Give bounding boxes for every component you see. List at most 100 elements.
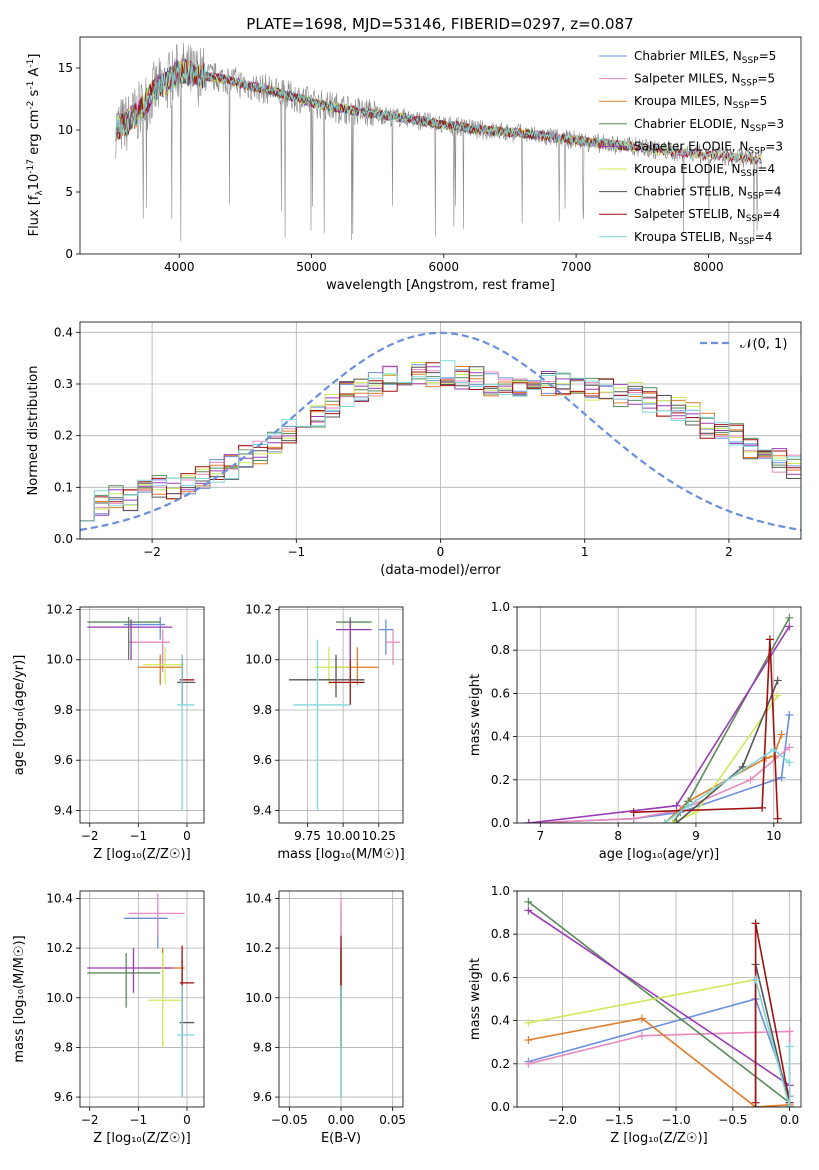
x-tick-label: 7000 xyxy=(561,260,592,274)
legend-sub: SSP xyxy=(746,214,763,224)
weight-line-krou_miles xyxy=(528,1017,790,1107)
weight-line-chab_elodie xyxy=(527,901,791,1104)
y-label-part: erg cm xyxy=(27,110,42,159)
x-tick-label: −1.5 xyxy=(605,1113,634,1127)
y-tick-label: 0.2 xyxy=(54,429,73,443)
weight-marker-krou_miles xyxy=(637,1014,646,1023)
panel-weight_vs_age: 7 8 9 10 0.0 0.2 0.4 0.6 0.8 1.0 age [log₁₀(age/yr… xyxy=(468,600,802,862)
x-tick-label: 4000 xyxy=(164,260,195,274)
x-tick-label: 1 xyxy=(581,545,589,559)
y-tick-label: 0.6 xyxy=(491,686,510,700)
y-tick-label: 9.6 xyxy=(54,1090,73,1104)
x-axis-label: Z [log₁₀(Z/Z☉)] xyxy=(610,1131,707,1146)
panel-weight_vs_Z: −2.0 −1.5 −1.0 −0.5 0.0 0.0 0.2 0.4 0.6 0.8 1.0 Z [… xyxy=(468,884,802,1146)
y-tick-label: 1.0 xyxy=(491,600,510,614)
x-axis-label: Z [log₁₀(Z/Z☉)] xyxy=(93,1131,190,1146)
y-tick-label: 10.2 xyxy=(245,941,272,955)
x-tick-label: 8 xyxy=(614,829,622,843)
x-tick-label: 2 xyxy=(725,545,733,559)
weight-marker-chab_stelib xyxy=(672,819,681,823)
weight-marker-chab_miles xyxy=(785,711,794,719)
legend-label-chab_elodie: Chabrier ELODIE, NSSP=3 xyxy=(634,117,784,134)
legend-sub: SSP xyxy=(748,146,765,156)
legend-tail: =4 xyxy=(764,185,782,199)
weight-marker-krou_stelib xyxy=(769,745,778,754)
x-tick-label: −2.0 xyxy=(548,1113,577,1127)
y-label-part: ] xyxy=(27,54,42,59)
y-tick-label: 0.1 xyxy=(54,480,73,494)
y-tick-label: 10.2 xyxy=(46,603,73,617)
plot-area xyxy=(524,613,794,823)
y-axis-label: mass [log₁₀(M/M☉)] xyxy=(12,935,27,1062)
weight-marker-krou_elodie xyxy=(524,1018,533,1027)
legend-label-krou_elodie: Kroupa ELODIE, NSSP=4 xyxy=(634,162,775,179)
y-tick-label: 9.4 xyxy=(253,803,272,817)
legend-text: Chabrier ELODIE, N xyxy=(634,117,750,131)
legend-text: Chabrier STELIB, N xyxy=(634,185,747,199)
x-tick-label: −1.0 xyxy=(661,1113,690,1127)
x-tick-label: 9 xyxy=(692,829,700,843)
y-tick-label: 10.2 xyxy=(245,603,272,617)
y-label-part: -2 xyxy=(26,101,36,110)
y-tick-label: 0.6 xyxy=(491,970,510,984)
legend-tail: =4 xyxy=(763,207,781,221)
weight-line-krou_stelib xyxy=(754,979,791,1107)
weight-marker-chab_miles xyxy=(777,773,786,782)
y-tick-label: 0.0 xyxy=(54,532,73,546)
x-tick-label: −1 xyxy=(130,829,148,843)
y-label-part: A xyxy=(27,68,42,81)
y-axis-label: age [log₁₀(age/yr)] xyxy=(12,655,27,776)
x-tick-label: 10.25 xyxy=(362,829,396,843)
legend-label-chab_stelib: Chabrier STELIB, NSSP=4 xyxy=(634,185,782,202)
x-tick-label: −1 xyxy=(130,1113,148,1127)
y-tick-label: 9.6 xyxy=(54,753,73,767)
weight-line-salp_stelib xyxy=(633,639,779,819)
axes-frame xyxy=(278,890,404,1108)
legend-sub: SSP xyxy=(750,124,767,134)
y-tick-label: 0.4 xyxy=(491,730,510,744)
legend-sub: SSP xyxy=(733,101,750,111)
histogram-krou_stelib xyxy=(80,360,801,539)
axes-frame xyxy=(79,890,205,1108)
y-label-part: Flux [f xyxy=(27,195,42,236)
plot-area xyxy=(524,897,794,1107)
x-axis-label: E(B-V) xyxy=(321,1131,361,1146)
weight-marker-salp_miles xyxy=(785,1027,794,1036)
weight-line-chab_miles xyxy=(528,714,791,823)
weight-marker-krou_miles xyxy=(524,1036,533,1045)
legend-text: Kroupa ELODIE, N xyxy=(634,162,741,176)
y-label-part: s xyxy=(27,89,42,100)
plot-area xyxy=(80,331,801,539)
x-tick-label: 6000 xyxy=(429,260,460,274)
y-tick-label: 0.0 xyxy=(491,816,510,830)
y-tick-label: 0 xyxy=(65,247,73,261)
y-tick-label: 0.2 xyxy=(491,1057,510,1071)
weight-marker-salp_stelib xyxy=(751,919,760,928)
panel-age_vs_Z: −2 −1 0 9.4 9.6 9.8 10.0 10.2 Z [log₁₀(Z/Z☉)] age… xyxy=(12,603,205,862)
x-axis-label: age [log₁₀(age/yr)] xyxy=(599,847,720,862)
model-spectrum-salp_stelib xyxy=(115,58,762,166)
weight-line-salp_miles xyxy=(528,1030,791,1107)
y-axis-label: Flux [fλ10-17 erg cm-2 s-1 A-1] xyxy=(26,54,45,237)
legend-text: Chabrier MILES, N xyxy=(634,49,742,63)
x-tick-label: −1 xyxy=(287,545,305,559)
weight-marker-krou_stelib xyxy=(785,1103,794,1107)
y-label-part: -17 xyxy=(26,159,36,174)
y-tick-label: 0.3 xyxy=(54,377,73,391)
y-tick-label: 0.8 xyxy=(491,927,510,941)
y-tick-label: 10.4 xyxy=(46,891,73,905)
plot-area xyxy=(87,617,196,811)
weight-marker-chab_elodie xyxy=(524,897,533,906)
plot-area xyxy=(87,893,195,1098)
y-tick-label: 9.8 xyxy=(253,703,272,717)
y-tick-label: 10.0 xyxy=(245,653,272,667)
legend-sub: SSP xyxy=(741,169,758,179)
x-tick-label: 0 xyxy=(437,545,445,559)
weight-marker-salp_stelib xyxy=(758,803,767,812)
y-label-part: -1 xyxy=(26,59,36,68)
axes-frame xyxy=(516,606,802,824)
panel-mass_vs_ebv: −0.05 0.00 0.05 9.6 9.8 10.0 10.2 10.4 E(B-V) xyxy=(245,890,406,1146)
y-tick-label: 10 xyxy=(58,123,73,137)
x-axis-label: (data-model)/error xyxy=(380,563,501,578)
figure-title: PLATE=1698, MJD=53146, FIBERID=0297, z=0… xyxy=(246,15,633,33)
